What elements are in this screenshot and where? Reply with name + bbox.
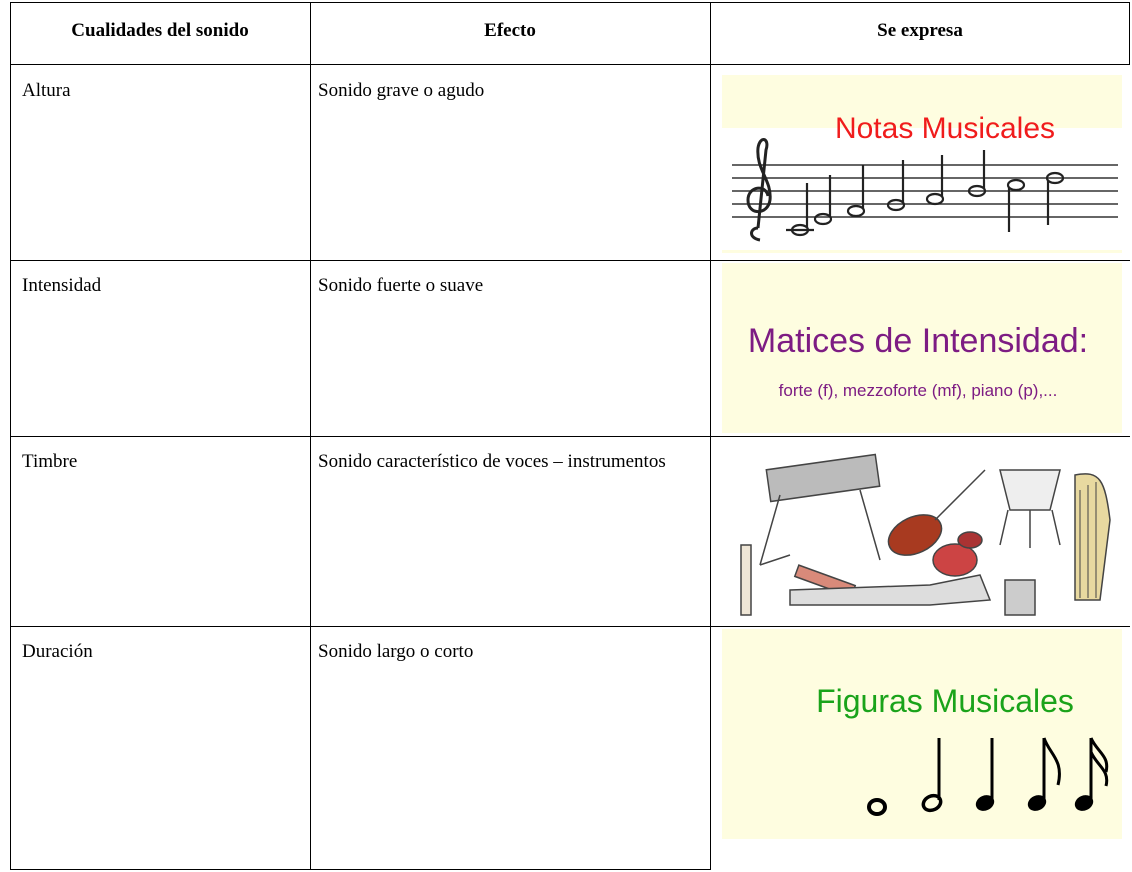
image-title: Figuras Musicales [816, 683, 1074, 719]
rule [10, 2, 1130, 3]
rule [10, 436, 1130, 437]
cell: Sonido grave o agudo [318, 80, 485, 101]
rule [10, 869, 710, 870]
cell: Sonido fuerte o suave [318, 275, 484, 296]
cell: Altura [22, 80, 71, 101]
rule [1129, 2, 1130, 64]
image-title: Matices de Intensidad: [748, 322, 1088, 360]
notes-image: Notas Musicales [722, 75, 1122, 253]
rule [10, 2, 11, 870]
rule [710, 2, 711, 870]
cell: Timbre [22, 451, 78, 472]
cell: Intensidad [22, 275, 102, 296]
cell: Duración [22, 641, 93, 662]
cell: Sonido característico de voces – instrum… [318, 451, 666, 472]
image-title: Notas Musicales [835, 112, 1055, 145]
figures-image: Figuras Musicales [722, 629, 1122, 839]
cell: Sonido largo o corto [318, 641, 474, 662]
rule [10, 626, 1130, 627]
rule [10, 64, 1130, 65]
header-cell: Efecto [484, 20, 536, 41]
header-cell: Cualidades del sonido [71, 20, 249, 41]
dynamics-image: Matices de Intensidad: forte (f), mezzof… [722, 263, 1122, 433]
header-cell: Se expresa [877, 20, 963, 41]
image-subtitle: forte (f), mezzoforte (mf), piano (p),..… [779, 381, 1058, 400]
rule [310, 2, 311, 870]
instruments-image [740, 453, 1111, 616]
rule [10, 260, 1130, 261]
